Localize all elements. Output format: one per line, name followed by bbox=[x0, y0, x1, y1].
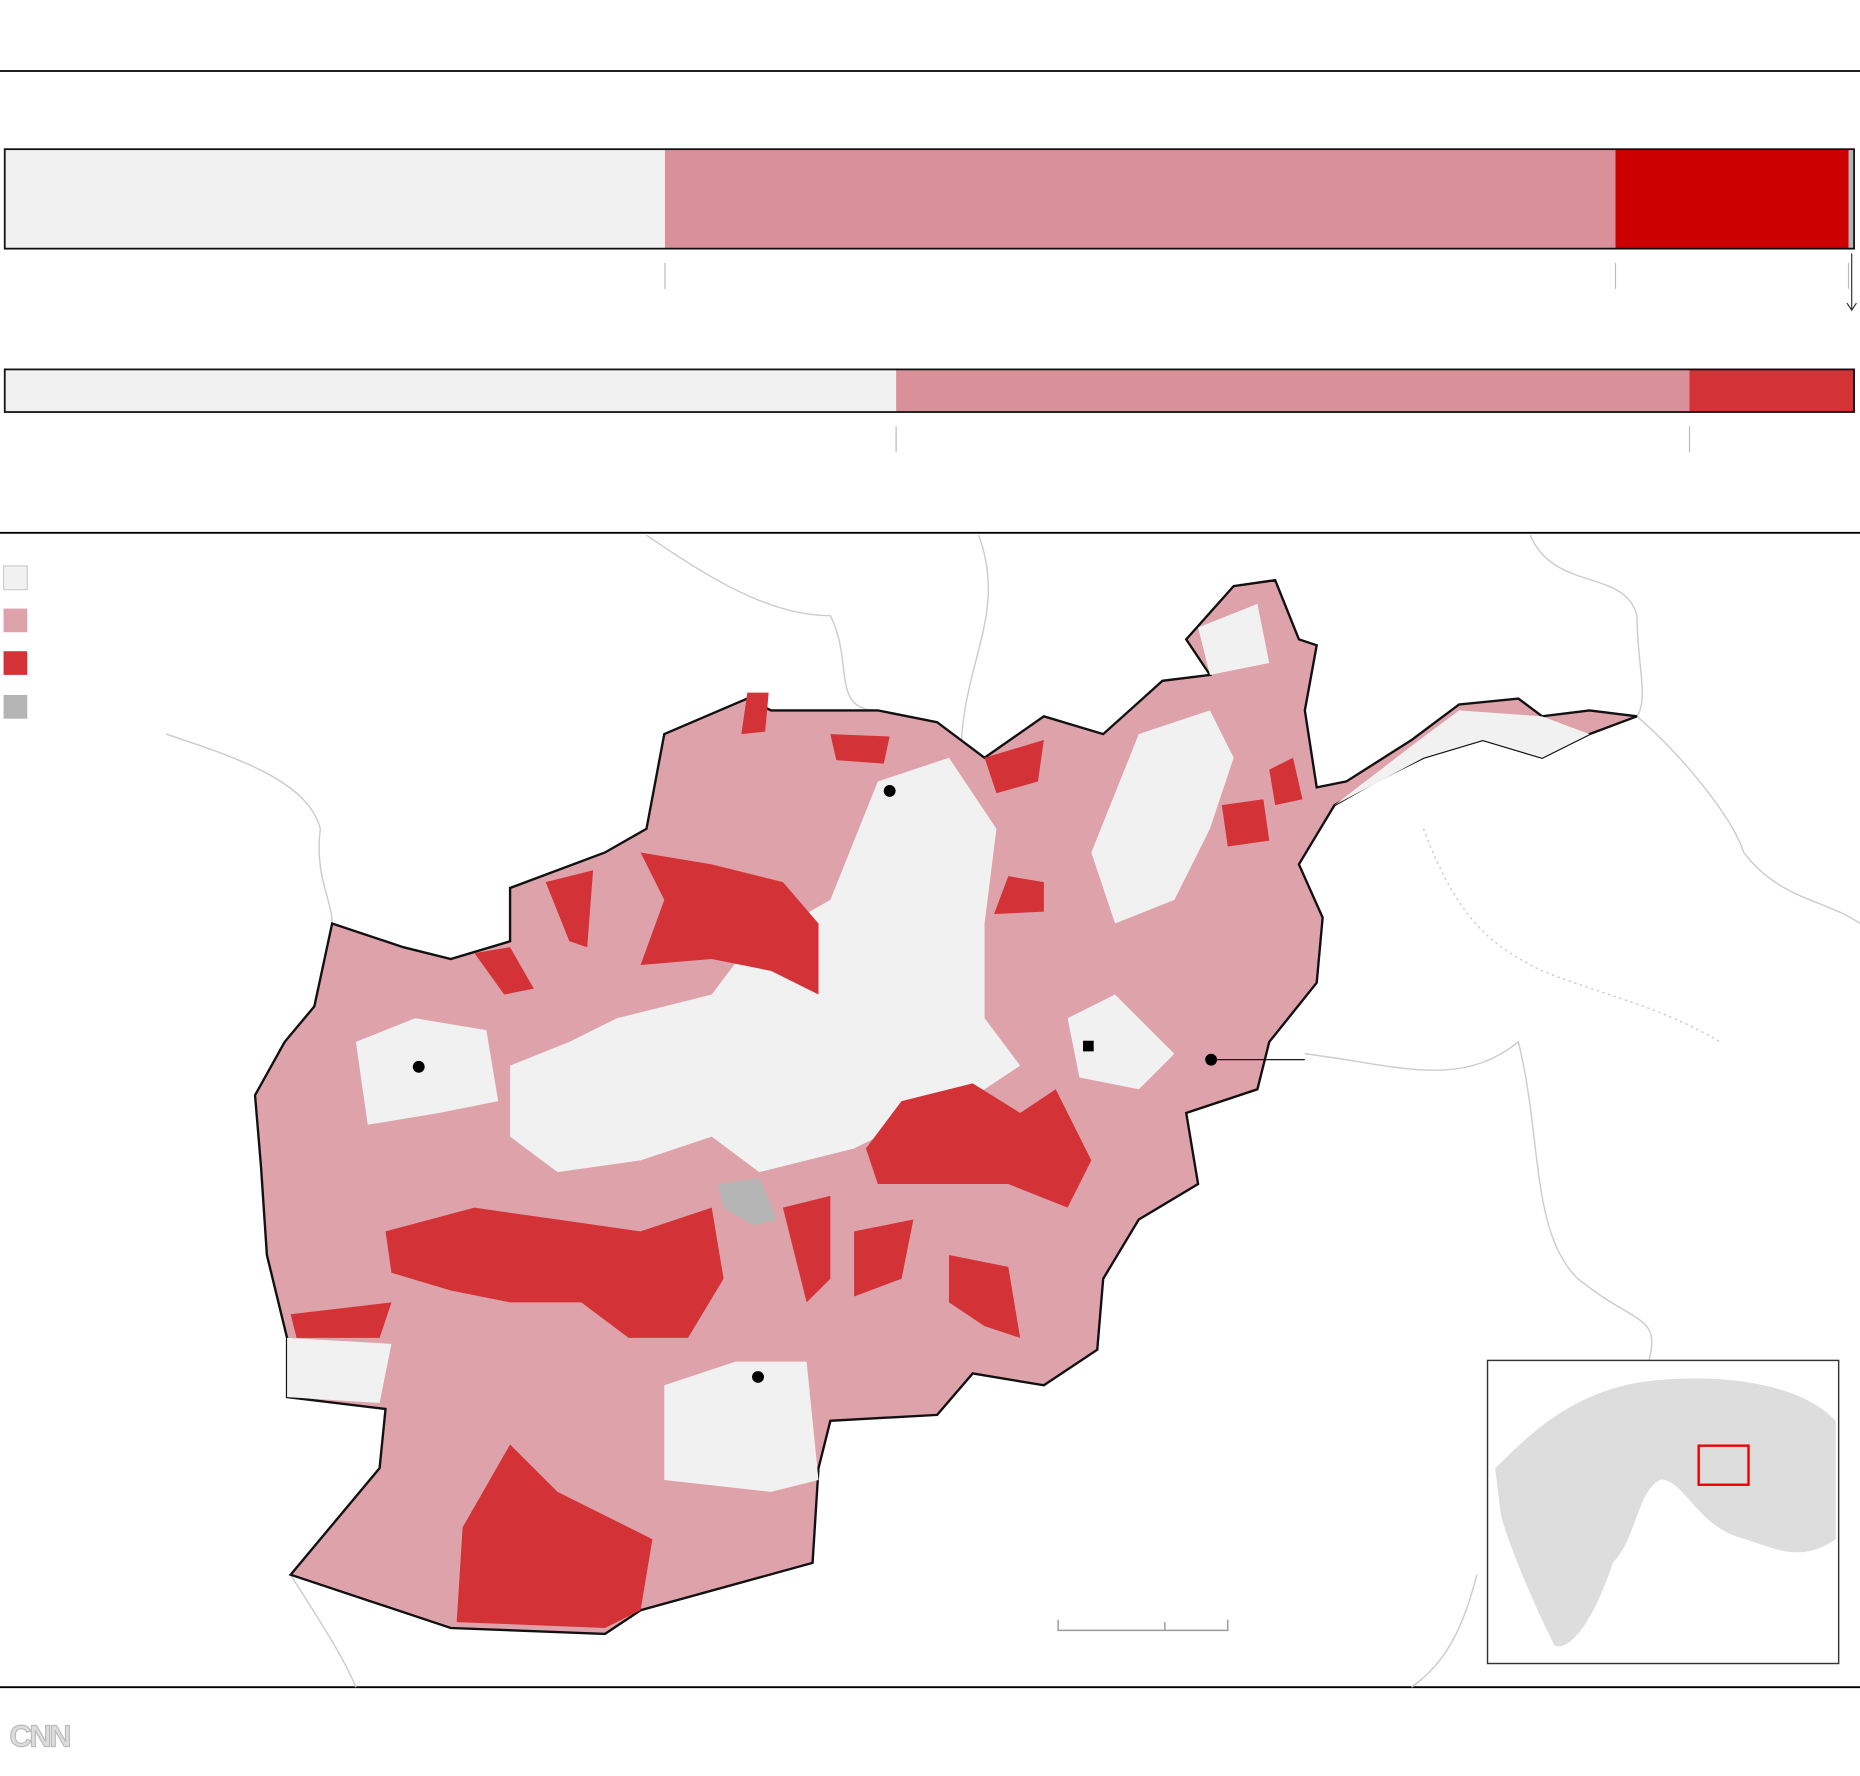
scale-bar bbox=[1057, 1619, 1229, 1632]
red-districts bbox=[290, 692, 1303, 1628]
bar-segment bbox=[1848, 149, 1855, 249]
city-markers bbox=[412, 784, 1218, 1383]
bar-charts bbox=[3, 148, 1857, 453]
bar-segment bbox=[4, 369, 897, 413]
neighbor-borders bbox=[165, 534, 1860, 1688]
legend bbox=[2, 565, 28, 719]
inset-map bbox=[1486, 1359, 1840, 1665]
pointer-arrow bbox=[1846, 253, 1857, 312]
bar-segment bbox=[664, 149, 1616, 249]
bar-frame bbox=[3, 148, 1855, 250]
logo: CNN bbox=[9, 1718, 70, 1753]
bar-segment bbox=[4, 149, 665, 249]
gray-district bbox=[717, 1178, 777, 1226]
bar-segment bbox=[1689, 369, 1855, 413]
bar-segment bbox=[896, 369, 1690, 413]
bar-segment bbox=[1615, 149, 1849, 249]
map bbox=[165, 534, 1860, 1688]
bar-frame bbox=[3, 368, 1855, 413]
